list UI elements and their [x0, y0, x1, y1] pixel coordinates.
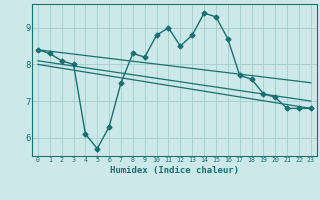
X-axis label: Humidex (Indice chaleur): Humidex (Indice chaleur) [110, 166, 239, 175]
